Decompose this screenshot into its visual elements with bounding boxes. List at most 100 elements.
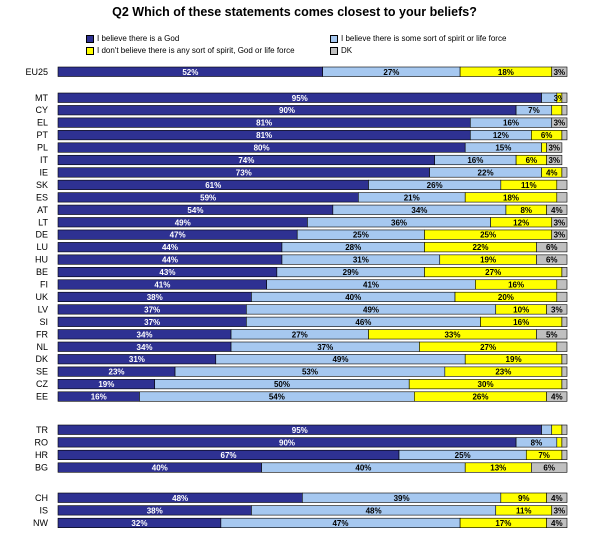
value-label-mt-god: 95% bbox=[292, 94, 308, 103]
country-label-dk: DK bbox=[35, 354, 48, 364]
value-label-bg-spirit: 40% bbox=[355, 464, 371, 473]
value-label-bg-dk: 6% bbox=[543, 464, 555, 473]
bar-ee-dk bbox=[546, 391, 568, 402]
value-label-el-dk: 3% bbox=[554, 119, 566, 128]
legend-swatch-god bbox=[86, 34, 94, 43]
bar-lv-dk bbox=[546, 304, 568, 315]
country-label-ie: IE bbox=[39, 167, 48, 177]
value-label-ch-spirit: 39% bbox=[394, 494, 410, 503]
value-label-dk-god: 31% bbox=[129, 355, 145, 364]
value-label-fr-dk: 5% bbox=[546, 330, 558, 339]
value-label-nw-god: 32% bbox=[131, 519, 147, 528]
value-label-eu25-god: 52% bbox=[182, 68, 198, 77]
bar-tr-spirit bbox=[541, 424, 553, 435]
value-label-de-none: 25% bbox=[480, 231, 496, 240]
value-label-fr-spirit: 27% bbox=[292, 330, 308, 339]
value-label-hr-god: 67% bbox=[221, 451, 237, 460]
bar-de-dk bbox=[551, 229, 568, 240]
value-label-bg-god: 40% bbox=[152, 464, 168, 473]
bar-lu-dk bbox=[536, 242, 568, 253]
value-label-ro-spirit: 8% bbox=[531, 438, 543, 447]
value-label-ie-spirit: 22% bbox=[478, 168, 494, 177]
legend-item-none: I don't believe there is any sort of spi… bbox=[86, 46, 295, 55]
legend-label-none: I don't believe there is any sort of spi… bbox=[97, 46, 295, 55]
value-label-nl-spirit: 37% bbox=[317, 343, 333, 352]
bar-ro-none bbox=[556, 437, 563, 448]
bar-eu25-dk bbox=[551, 66, 568, 77]
country-label-lu: LU bbox=[36, 242, 48, 252]
bar-pl-none bbox=[541, 142, 547, 153]
value-label-el-spirit: 16% bbox=[503, 119, 519, 128]
country-label-ch: CH bbox=[35, 493, 48, 503]
country-label-tr: TR bbox=[36, 425, 48, 435]
country-label-be: BE bbox=[36, 267, 48, 277]
value-label-pl-god: 80% bbox=[254, 144, 270, 153]
country-label-it: IT bbox=[40, 155, 49, 165]
country-label-ee: EE bbox=[36, 392, 48, 402]
value-label-es-god: 59% bbox=[200, 193, 216, 202]
value-label-hr-none: 7% bbox=[538, 451, 550, 460]
value-label-is-none: 11% bbox=[516, 506, 532, 515]
value-label-cz-god: 19% bbox=[98, 380, 114, 389]
legend-item-spirit: I believe there is some sort of spirit o… bbox=[330, 34, 506, 43]
value-label-pt-none: 6% bbox=[541, 131, 553, 140]
value-label-nw-none: 17% bbox=[495, 519, 511, 528]
value-label-uk-god: 38% bbox=[147, 293, 163, 302]
bar-at-dk bbox=[546, 204, 568, 215]
bar-dk-dk bbox=[561, 354, 568, 365]
bar-tr-none bbox=[551, 424, 563, 435]
value-label-uk-spirit: 40% bbox=[345, 293, 361, 302]
country-label-cy: CY bbox=[35, 105, 48, 115]
value-label-de-dk: 3% bbox=[554, 231, 566, 240]
legend-item-dk: DK bbox=[330, 46, 352, 55]
value-label-it-dk: 3% bbox=[548, 156, 560, 165]
bar-be-dk bbox=[561, 266, 568, 278]
value-label-eu25-none: 18% bbox=[498, 68, 514, 77]
value-label-lu-god: 44% bbox=[162, 243, 178, 252]
chart-title: Q2 Which of these statements comes close… bbox=[112, 5, 477, 19]
value-label-bg-none: 13% bbox=[490, 464, 506, 473]
bar-uk-dk bbox=[556, 291, 568, 303]
value-label-ch-none: 9% bbox=[518, 494, 530, 503]
country-label-lv: LV bbox=[38, 304, 48, 314]
value-label-eu25-dk: 3% bbox=[554, 68, 566, 77]
bar-es-dk bbox=[556, 192, 568, 203]
value-label-at-spirit: 34% bbox=[411, 206, 427, 215]
value-label-dk-none: 19% bbox=[506, 355, 522, 364]
value-label-cz-spirit: 50% bbox=[274, 380, 290, 389]
country-label-el: EL bbox=[37, 118, 48, 128]
value-label-at-none: 8% bbox=[520, 206, 532, 215]
bar-fi-dk bbox=[556, 279, 568, 290]
bar-cy-none bbox=[551, 105, 563, 116]
value-label-se-god: 23% bbox=[109, 368, 125, 377]
bar-pl-dk bbox=[546, 142, 563, 153]
bar-bg-dk bbox=[531, 462, 568, 473]
value-label-cy-god: 90% bbox=[279, 106, 295, 115]
value-label-fi-god: 41% bbox=[154, 281, 170, 290]
country-label-se: SE bbox=[36, 367, 48, 377]
value-label-lt-none: 12% bbox=[513, 218, 529, 227]
value-label-pl-dk: 3% bbox=[548, 144, 560, 153]
bar-si-dk bbox=[561, 316, 568, 327]
value-label-nw-dk: 4% bbox=[551, 519, 563, 528]
value-label-el-god: 81% bbox=[256, 119, 272, 128]
country-label-bg: BG bbox=[35, 463, 48, 473]
value-label-it-spirit: 16% bbox=[467, 156, 483, 165]
bar-hr-dk bbox=[561, 449, 568, 461]
legend-swatch-spirit bbox=[330, 34, 338, 43]
value-label-si-none: 16% bbox=[513, 318, 529, 327]
value-label-si-spirit: 46% bbox=[355, 318, 371, 327]
value-label-nl-none: 27% bbox=[480, 343, 496, 352]
value-label-sk-spirit: 26% bbox=[427, 181, 443, 190]
value-label-uk-none: 20% bbox=[498, 293, 514, 302]
bar-ch-dk bbox=[546, 492, 568, 503]
bar-is-dk bbox=[551, 505, 568, 516]
bar-mt-dk bbox=[561, 92, 568, 103]
legend-label-god: I believe there is a God bbox=[97, 34, 180, 43]
country-label-is: IS bbox=[39, 505, 48, 515]
legend-swatch-dk bbox=[330, 46, 338, 55]
value-label-hu-spirit: 31% bbox=[353, 256, 369, 265]
country-label-pl: PL bbox=[37, 143, 48, 153]
value-label-nw-spirit: 47% bbox=[332, 519, 348, 528]
